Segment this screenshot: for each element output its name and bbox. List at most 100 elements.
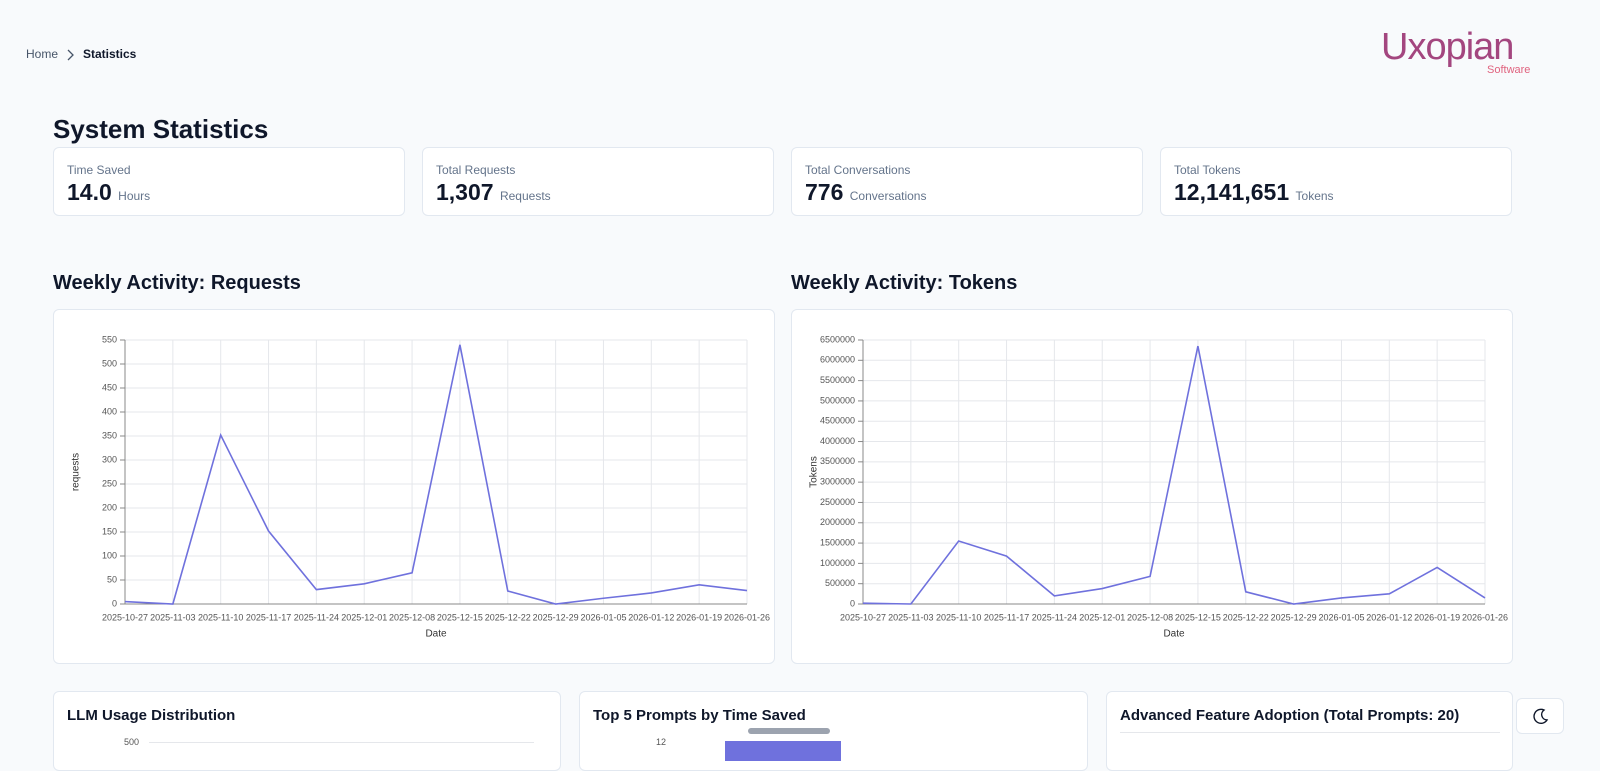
stat-unit: Hours	[118, 189, 151, 203]
card: Top 5 Prompts by Time Saved 12	[579, 691, 1088, 771]
stat-card: Total Requests 1,307 Requests	[422, 147, 774, 216]
x-tick-label: 2026-01-26	[1462, 612, 1508, 622]
x-tick-label: 2025-11-03	[888, 612, 933, 622]
chart-title: Weekly Activity: Tokens	[791, 272, 1018, 294]
stat-card: Total Conversations 776 Conversations	[791, 147, 1143, 216]
card: LLM Usage Distribution 500	[53, 691, 561, 771]
breadcrumb-separator	[67, 49, 74, 61]
grid-line	[149, 742, 534, 743]
x-tick-label: 2025-12-01	[341, 612, 387, 622]
stat-value: 776	[805, 179, 844, 205]
y-tick-label: 400	[102, 406, 117, 416]
chart: 0 500000 1000000 1500000 2000000 2500000 30000…	[809, 334, 1508, 640]
x-tick-label: 2026-01-19	[676, 612, 722, 622]
theme-toggle[interactable]	[1516, 698, 1564, 734]
x-tick-label: 2025-11-10	[936, 612, 981, 622]
x-tick-label: 2025-11-17	[984, 612, 1029, 622]
tick-label: 12	[656, 737, 667, 747]
y-tick-label: 350	[102, 430, 117, 440]
line	[862, 345, 1486, 605]
y-tick-label: 3000000	[820, 477, 855, 487]
logo: Uxopian	[1381, 26, 1514, 68]
x-axis-title: Date	[1163, 629, 1185, 640]
x-tick-label: 2025-10-27	[840, 612, 886, 622]
line	[124, 344, 748, 605]
y-tick-label: 4000000	[820, 436, 855, 446]
stat-value-box: 14.0 Hours	[67, 179, 150, 206]
stat-value-box: 1,307 Requests	[436, 179, 551, 206]
y-tick-label: 6500000	[820, 334, 855, 344]
stat-value: 12,141,651	[1174, 179, 1290, 205]
stat-unit: Conversations	[849, 189, 927, 203]
y-tick-label: 5000000	[820, 395, 855, 405]
x-tick-label: 2025-12-08	[389, 612, 435, 622]
y-axis-title: requests	[71, 453, 82, 491]
y-tick-label: 450	[102, 382, 117, 392]
stat-label: Time Saved	[67, 163, 131, 177]
stat-unit: Requests	[499, 189, 551, 203]
x-tick-label: 2025-12-29	[1271, 612, 1317, 622]
stat-unit: Tokens	[1295, 189, 1334, 203]
x-axis-title: Date	[425, 629, 447, 640]
x-tick-label: 2025-12-08	[1127, 612, 1173, 622]
x-tick-label: 2025-11-10	[198, 612, 243, 622]
y-tick-label: 0	[112, 598, 117, 608]
x-tick-label: 2026-01-05	[580, 612, 626, 622]
card-title: Top 5 Prompts by Time Saved	[593, 707, 806, 724]
y-tick-label: 6000000	[820, 355, 855, 365]
x-tick-label: 2025-12-01	[1079, 612, 1125, 622]
stat-label: Total Requests	[436, 163, 516, 177]
stat-card: Time Saved 14.0 Hours	[53, 147, 405, 216]
stat-value-box: 12,141,651 Tokens	[1174, 179, 1334, 206]
stat-label: Total Tokens	[1174, 163, 1241, 177]
x-tick-label: 2025-11-24	[294, 612, 339, 622]
x-tick-label: 2025-11-03	[150, 612, 195, 622]
y-tick-label: 0	[850, 598, 855, 608]
y-tick-label: 4500000	[820, 416, 855, 426]
x-tick-label: 2025-12-22	[485, 612, 531, 622]
breadcrumb-current: Statistics	[83, 47, 137, 61]
x-tick-label: 2025-12-29	[533, 612, 579, 622]
x-tick-label: 2025-11-17	[246, 612, 291, 622]
x-tick-label: 2026-01-19	[1414, 612, 1460, 622]
stat-value-box: 776 Conversations	[805, 179, 926, 206]
x-tick-label: 2026-01-12	[628, 612, 674, 622]
bar	[725, 741, 841, 761]
x-tick-label: 2026-01-26	[724, 612, 770, 622]
stat-label: Total Conversations	[805, 163, 911, 177]
divider	[1120, 732, 1500, 733]
chart-card: 0 500000 1000000 1500000 2000000 2500000 30000…	[791, 309, 1513, 664]
breadcrumb-home[interactable]: Home	[26, 47, 59, 61]
y-tick-label: 3500000	[820, 456, 855, 466]
page-title: System Statistics	[53, 114, 269, 144]
stat-value: 14.0	[67, 179, 112, 205]
y-tick-label: 250	[102, 478, 117, 488]
y-tick-label: 500	[102, 358, 117, 368]
x-tick-label: 2026-01-12	[1366, 612, 1412, 622]
chart-card: 0 50 100 150 200 250 300 350 400 450 500 550 2025-10…	[53, 309, 775, 664]
x-tick-label: 2026-01-05	[1318, 612, 1364, 622]
card-title: LLM Usage Distribution	[67, 707, 236, 724]
x-tick-label: 2025-10-27	[102, 612, 148, 622]
y-tick-label: 200	[102, 502, 117, 512]
y-tick-label: 300	[102, 454, 117, 464]
x-tick-label: 2025-12-15	[437, 612, 483, 622]
y-tick-label: 50	[107, 574, 117, 584]
y-tick-label: 100	[102, 550, 117, 560]
moon-icon	[1533, 708, 1549, 725]
card-title: Advanced Feature Adoption (Total Prompts…	[1120, 707, 1460, 724]
y-tick-label: 150	[102, 526, 117, 536]
y-tick-label: 5500000	[820, 375, 855, 385]
y-tick-label: 550	[102, 334, 117, 344]
x-tick-label: 2025-12-22	[1223, 612, 1269, 622]
scrollbar	[748, 728, 830, 734]
stat-value: 1,307	[436, 179, 494, 205]
y-tick-label: 2500000	[820, 497, 855, 507]
y-tick-label: 1000000	[820, 558, 855, 568]
x-tick-label: 2025-11-24	[1032, 612, 1077, 622]
x-tick-label: 2025-12-15	[1175, 612, 1221, 622]
y-tick-label: 500000	[825, 578, 855, 588]
logo-sub: Software	[1487, 64, 1531, 76]
y-axis-title: Tokens	[809, 456, 820, 488]
